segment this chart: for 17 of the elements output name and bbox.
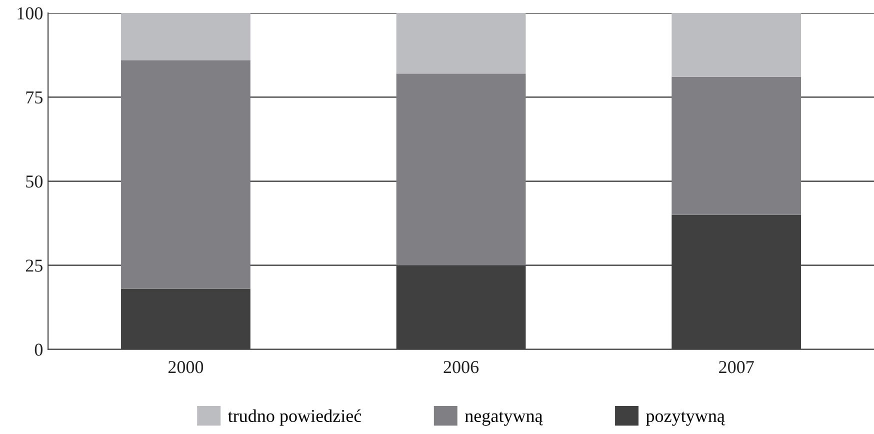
y-tick-label: 25 (26, 260, 43, 272)
x-tick-label: 2006 (444, 361, 479, 374)
y-tick-label: 0 (34, 344, 43, 356)
y-tick-label: 75 (26, 92, 43, 104)
bar (396, 13, 526, 74)
legend-label: pozytywną (646, 412, 726, 426)
legend-label: negatywną (465, 412, 543, 426)
y-tick-label: 100 (18, 7, 43, 20)
legend-label: trudno powiedzieć (228, 409, 362, 426)
bar (672, 76, 802, 215)
x-tick-label: 2007 (719, 361, 754, 374)
y-tick-label: 50 (26, 175, 43, 188)
bar (396, 74, 526, 266)
bar (121, 13, 250, 60)
bar (672, 13, 802, 77)
bar (121, 60, 250, 289)
x-tick-label: 2000 (168, 361, 204, 374)
